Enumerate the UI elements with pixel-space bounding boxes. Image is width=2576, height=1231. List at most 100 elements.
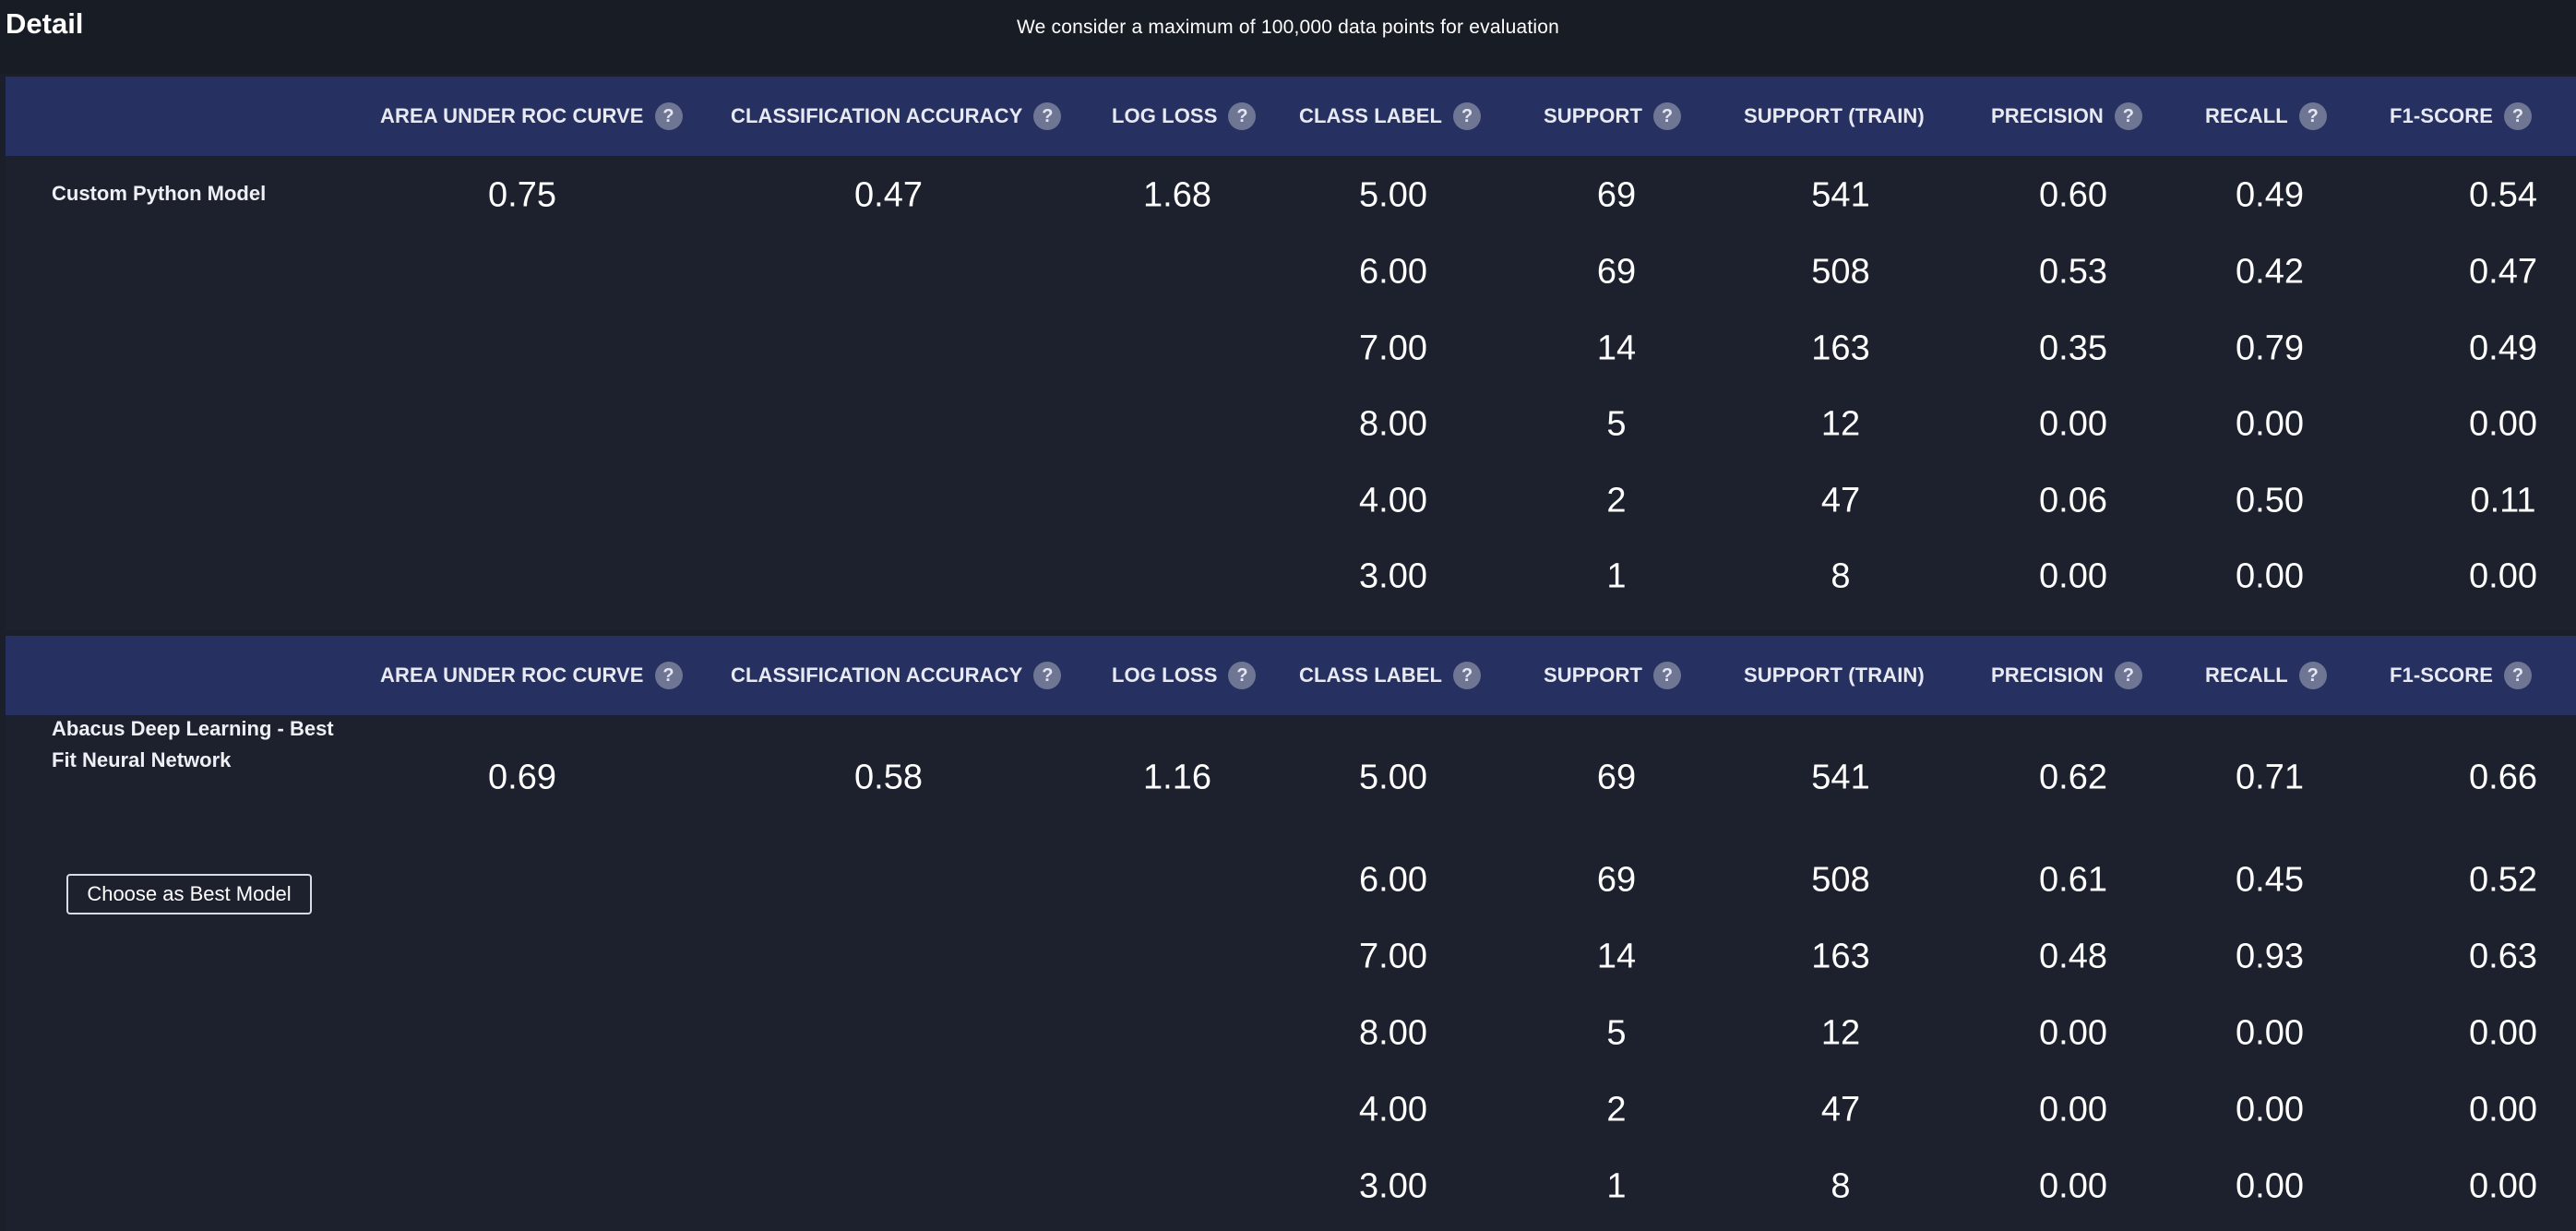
cell-f1: 0.54	[2469, 175, 2537, 215]
model-name: Custom Python Model	[52, 182, 267, 205]
page-title: Detail	[6, 7, 84, 40]
cell-support: 2	[1606, 1090, 1627, 1129]
cell-support: 69	[1596, 175, 1637, 215]
cell-f1: 0.00	[2469, 556, 2537, 596]
help-icon[interactable]: ?	[2504, 662, 2533, 689]
cell-support: 14	[1596, 937, 1637, 976]
cell-support: 69	[1596, 860, 1637, 900]
cell-f1: 0.00	[2469, 404, 2537, 444]
column-header-label: PRECISION	[1991, 663, 2104, 687]
cell-class-label: 8.00	[1359, 404, 1427, 444]
cell-recall: 0.42	[2236, 252, 2304, 292]
column-header-precision: PRECISION?	[1991, 636, 2142, 715]
cell-recall: 0.93	[2236, 937, 2304, 976]
column-header-label: SUPPORT	[1544, 663, 1643, 687]
cell-precision: 0.61	[2039, 860, 2107, 900]
cell-support: 5	[1606, 404, 1627, 444]
cell-support: 69	[1596, 758, 1637, 797]
column-header-accuracy: CLASSIFICATION ACCURACY?	[731, 636, 1062, 715]
help-icon[interactable]: ?	[654, 102, 683, 130]
column-header-f1: F1-SCORE?	[2390, 77, 2533, 156]
cell-support: 1	[1606, 1166, 1627, 1206]
column-header-label: RECALL	[2205, 104, 2288, 127]
help-icon[interactable]: ?	[1653, 662, 1682, 689]
column-header-label: AREA UNDER ROC CURVE	[380, 663, 644, 687]
cell-recall: 0.00	[2236, 556, 2304, 596]
cell-class-label: 5.00	[1359, 758, 1427, 797]
column-header-support: SUPPORT?	[1544, 77, 1682, 156]
column-header-label: LOG LOSS	[1112, 663, 1218, 687]
column-header-label: AREA UNDER ROC CURVE	[380, 104, 644, 127]
column-header-label: F1-SCORE	[2390, 663, 2494, 687]
cell-f1: 0.66	[2469, 758, 2537, 797]
column-header-label: CLASSIFICATION ACCURACY	[731, 663, 1023, 687]
cell-precision: 0.60	[2039, 175, 2107, 215]
cell-support-train: 47	[1820, 1090, 1861, 1129]
cell-class-label: 3.00	[1359, 556, 1427, 596]
cell-f1: 0.52	[2469, 860, 2537, 900]
column-header-support-train: SUPPORT (TRAIN)	[1744, 77, 1925, 156]
help-icon[interactable]: ?	[1228, 102, 1257, 130]
cell-support-train: 47	[1820, 481, 1861, 520]
column-header-label: CLASS LABEL	[1299, 663, 1443, 687]
help-icon[interactable]: ?	[2298, 102, 2327, 130]
cell-class-label: 8.00	[1359, 1013, 1427, 1053]
cell-class-label: 5.00	[1359, 175, 1427, 215]
evaluation-notice: We consider a maximum of 100,000 data po…	[1016, 17, 1560, 38]
cell-f1: 0.49	[2469, 329, 2537, 368]
cell-class-label: 7.00	[1359, 937, 1427, 976]
cell-recall: 0.50	[2236, 481, 2304, 520]
metrics-body: Custom Python Model 0.75 0.47 1.68 5.00 69 54…	[6, 156, 2576, 630]
cell-precision: 0.48	[2039, 937, 2107, 976]
column-header-label: CLASSIFICATION ACCURACY	[731, 104, 1023, 127]
column-header-label: RECALL	[2205, 663, 2288, 687]
cell-class-label: 7.00	[1359, 329, 1427, 368]
column-header-label: SUPPORT	[1544, 104, 1643, 127]
cell-support: 5	[1606, 1013, 1627, 1053]
cell-precision: 0.00	[2039, 556, 2107, 596]
cell-support: 69	[1596, 252, 1637, 292]
cell-support-train: 8	[1831, 556, 1851, 596]
cell-precision: 0.00	[2039, 1090, 2107, 1129]
help-icon[interactable]: ?	[1228, 662, 1257, 689]
column-header-class-label: CLASS LABEL?	[1299, 636, 1482, 715]
cell-precision: 0.00	[2039, 404, 2107, 444]
column-header-accuracy: CLASSIFICATION ACCURACY?	[731, 77, 1062, 156]
help-icon[interactable]: ?	[2114, 662, 2142, 689]
model-section-custom-python: AREA UNDER ROC CURVE? CLASSIFICATION ACCU…	[6, 77, 2576, 630]
cell-support-train: 12	[1820, 1013, 1861, 1053]
help-icon[interactable]: ?	[2114, 102, 2142, 130]
cell-f1: 0.47	[2469, 252, 2537, 292]
cell-recall: 0.00	[2236, 1166, 2304, 1206]
column-header-support-train: SUPPORT (TRAIN)	[1744, 636, 1925, 715]
help-icon[interactable]: ?	[1453, 102, 1482, 130]
metric-accuracy: 0.47	[854, 175, 923, 215]
cell-recall: 0.49	[2236, 175, 2304, 215]
help-icon[interactable]: ?	[654, 662, 683, 689]
column-header-label: LOG LOSS	[1112, 104, 1218, 127]
cell-class-label: 4.00	[1359, 481, 1427, 520]
cell-support-train: 163	[1811, 329, 1870, 368]
help-icon[interactable]: ?	[2504, 102, 2533, 130]
cell-support-train: 508	[1811, 252, 1870, 292]
column-header-support: SUPPORT?	[1544, 636, 1682, 715]
help-icon[interactable]: ?	[1453, 662, 1482, 689]
help-icon[interactable]: ?	[1653, 102, 1682, 130]
help-icon[interactable]: ?	[1033, 102, 1062, 130]
cell-f1: 0.63	[2469, 937, 2537, 976]
metric-logloss: 1.16	[1143, 758, 1211, 797]
choose-as-best-model-button[interactable]: Choose as Best Model	[66, 874, 312, 914]
cell-class-label: 4.00	[1359, 1090, 1427, 1129]
column-header-recall: RECALL?	[2205, 77, 2327, 156]
cell-f1: 0.00	[2469, 1013, 2537, 1053]
cell-support: 2	[1606, 481, 1627, 520]
column-header-label: SUPPORT (TRAIN)	[1744, 104, 1925, 127]
help-icon[interactable]: ?	[2298, 662, 2327, 689]
cell-precision: 0.53	[2039, 252, 2107, 292]
help-icon[interactable]: ?	[1033, 662, 1062, 689]
cell-recall: 0.71	[2236, 758, 2304, 797]
cell-recall: 0.79	[2236, 329, 2304, 368]
column-header-auc: AREA UNDER ROC CURVE?	[380, 636, 683, 715]
cell-support-train: 541	[1811, 175, 1870, 215]
